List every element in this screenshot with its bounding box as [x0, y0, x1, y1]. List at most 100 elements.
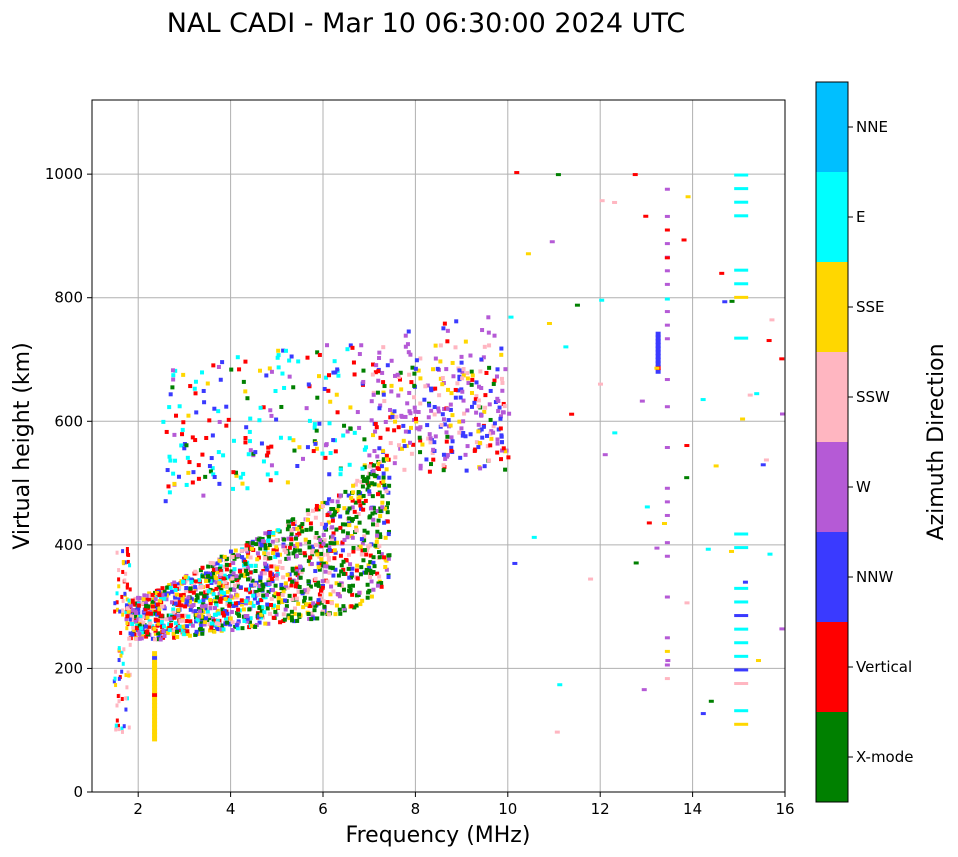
echo-pixel: [295, 542, 300, 547]
echo-pixel: [453, 387, 458, 392]
echo-pixel: [251, 603, 256, 608]
echo-pixel: [376, 518, 381, 523]
echo-pixel: [393, 455, 398, 460]
echo-pixel: [386, 532, 391, 537]
y-axis-label: Virtual height (km): [10, 342, 35, 549]
echo-pixel: [360, 474, 365, 479]
echo-pixel: [224, 556, 229, 561]
echo-pixel: [236, 619, 241, 624]
echo-pixel: [236, 611, 241, 616]
echo-pixel: [381, 475, 386, 480]
echo-pixel: [356, 512, 361, 517]
echo-pixel: [383, 535, 388, 540]
echo-pixel: [320, 504, 325, 509]
echo-pixel: [270, 539, 275, 544]
echo-pixel: [239, 602, 244, 607]
echo-pixel: [246, 587, 251, 592]
echo-pixel: [182, 597, 187, 602]
echo-pixel: [476, 422, 481, 427]
echo-pixel: [373, 370, 378, 375]
echo-pixel: [255, 600, 260, 605]
echo-pixel: [451, 374, 456, 379]
echo-pixel: [199, 614, 204, 619]
echo-pixel: [299, 570, 304, 575]
echo-pixel: [350, 345, 355, 350]
echo-pixel: [255, 551, 260, 556]
echo-pixel: [174, 413, 179, 418]
echo-pixel: [221, 453, 226, 458]
echo-pixel: [367, 489, 372, 494]
echo-pixel: [142, 629, 147, 634]
echo-pixel: [722, 300, 728, 304]
echo-pixel: [245, 566, 250, 571]
echo-pixel: [218, 377, 223, 382]
echo-pixel: [203, 603, 208, 608]
echo-pixel: [290, 618, 295, 623]
echo-pixel: [501, 446, 506, 451]
echo-pixel: [296, 359, 301, 364]
echo-pixel: [379, 464, 384, 469]
echo-pixel: [414, 419, 419, 424]
echo-pixel: [328, 592, 333, 597]
echo-pixel: [264, 567, 269, 572]
echo-pixel: [123, 578, 127, 583]
echo-pixel: [117, 699, 121, 704]
echo-pixel: [212, 475, 217, 480]
echo-pixel: [301, 605, 306, 610]
echo-pixel: [152, 637, 157, 642]
echo-pixel: [176, 474, 181, 479]
echo-pixel: [175, 592, 180, 597]
echo-pixel: [442, 406, 447, 411]
echo-pixel: [261, 405, 266, 410]
echo-pixel: [165, 468, 170, 473]
echo-pixel: [353, 482, 358, 487]
echo-pixel: [140, 601, 145, 606]
echo-pixel: [292, 549, 297, 554]
echo-pixel: [141, 597, 146, 602]
echo-pixel: [196, 463, 201, 468]
echo-pixel: [307, 539, 312, 544]
echo-pixel: [208, 603, 213, 608]
echo-pixel: [376, 483, 381, 488]
echo-pixel: [134, 625, 139, 630]
echo-pixel: [157, 611, 162, 616]
echo-pixel: [313, 542, 318, 547]
echo-pixel: [163, 499, 168, 504]
echo-pixel: [406, 429, 411, 434]
echo-pixel: [360, 541, 365, 546]
echo-pixel: [476, 445, 481, 450]
echo-pixel: [218, 599, 223, 604]
echo-pixel: [342, 423, 347, 428]
echo-pixel: [287, 616, 292, 621]
echo-pixel: [426, 415, 431, 420]
echo-pixel: [384, 457, 389, 462]
echo-pixel: [268, 570, 273, 575]
echo-pixel: [442, 422, 447, 427]
echo-pixel: [483, 393, 488, 398]
echo-pixel: [349, 495, 354, 500]
echo-pixel: [209, 575, 214, 580]
echo-pixel: [243, 435, 248, 440]
echo-pixel: [139, 626, 144, 631]
echo-pixel: [684, 601, 690, 605]
echo-pixel: [152, 725, 158, 731]
echo-pixel: [325, 564, 330, 569]
echo-pixel: [123, 591, 127, 596]
echo-pixel: [395, 372, 400, 377]
echo-pixel: [347, 506, 352, 511]
echo-pixel: [444, 439, 449, 444]
echo-pixel: [241, 557, 246, 562]
echo-pixel: [440, 376, 445, 381]
echo-pixel: [383, 506, 388, 511]
echo-pixel: [330, 499, 335, 504]
echo-pixel: [369, 462, 374, 467]
echo-pixel: [117, 727, 121, 732]
echo-pixel: [206, 564, 211, 569]
echo-pixel: [223, 580, 228, 585]
echo-pixel: [196, 476, 201, 481]
echo-pixel: [239, 548, 244, 553]
echo-pixel: [236, 584, 241, 589]
echo-pixel: [244, 587, 249, 592]
echo-pixel: [183, 588, 188, 593]
echo-pixel: [347, 516, 352, 521]
